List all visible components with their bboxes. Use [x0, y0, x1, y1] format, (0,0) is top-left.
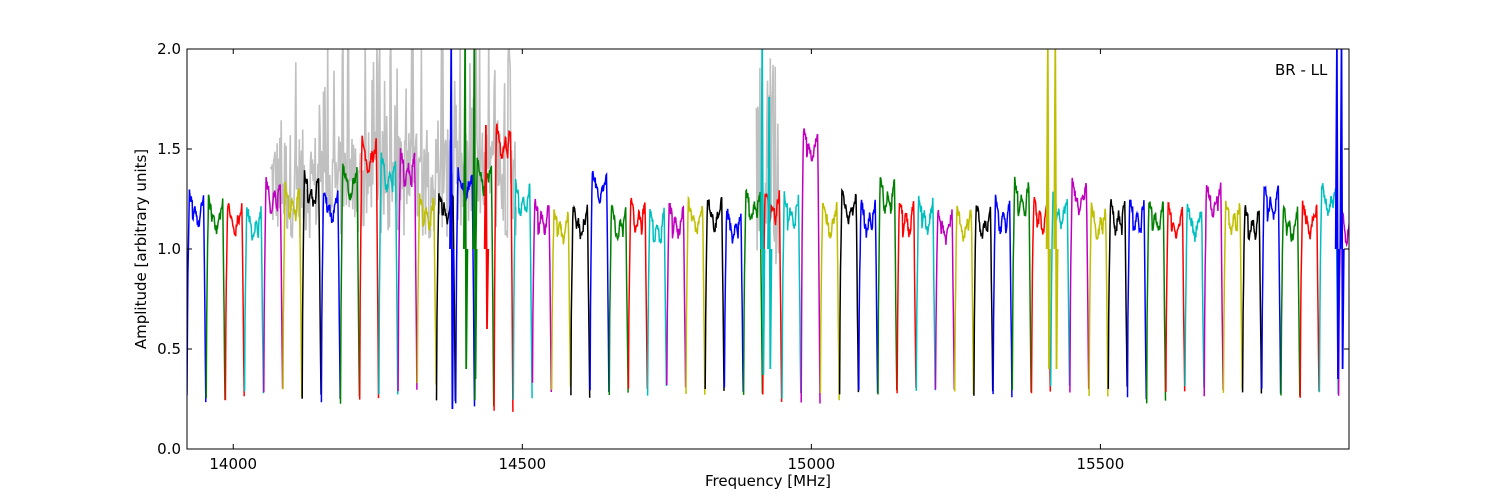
- x-axis-label: Frequency [MHz]: [705, 472, 831, 490]
- channel-series-32: [781, 191, 802, 399]
- spike-6: [767, 96, 773, 370]
- channel-series-12: [397, 148, 418, 392]
- channel-series-28: [704, 196, 725, 391]
- x-tick-label: 15500: [1077, 455, 1125, 473]
- channel-series-57: [1261, 185, 1282, 394]
- channel-series-48: [1088, 202, 1109, 397]
- channel-series-44: [1011, 176, 1032, 392]
- channel-series-19: [531, 198, 553, 393]
- channel-series-31: [762, 190, 783, 402]
- channel-series-7: [301, 170, 322, 399]
- channel-series-10: [358, 135, 380, 400]
- channel-series-34: [819, 201, 840, 401]
- tick-layer: 14000 14500 15000 15500 0.0 0.5 1.0 1.5 2.0: [157, 40, 1349, 473]
- spike-4: [483, 124, 490, 330]
- channel-series-11: [378, 152, 399, 395]
- plot-annotation: BR - LL: [1275, 61, 1328, 79]
- channel-series-47: [1069, 177, 1090, 393]
- y-tick-label: 1.0: [157, 240, 181, 258]
- channel-series-56: [1241, 205, 1263, 394]
- channel-series-39: [915, 195, 936, 391]
- channel-series-13: [416, 193, 437, 385]
- background-noise-series-2: [755, 58, 780, 265]
- channel-series-42: [973, 205, 994, 396]
- channel-series-21: [570, 204, 591, 398]
- channel-series-24: [627, 197, 649, 389]
- channel-series-35: [838, 187, 860, 395]
- channel-series-59: [1299, 200, 1320, 398]
- spike-2: [463, 49, 469, 370]
- channel-series-4: [243, 206, 265, 394]
- channel-series-1: [187, 189, 207, 403]
- spike-7: [1045, 49, 1051, 370]
- y-tick-label: 0.5: [157, 340, 181, 358]
- channel-series-25: [646, 207, 668, 396]
- channel-series-49: [1107, 199, 1128, 389]
- channel-series-37: [877, 177, 898, 395]
- channel-series-16: [474, 157, 495, 407]
- channel-series-26: [666, 202, 687, 388]
- channel-series-23: [608, 204, 629, 396]
- channel-series-6: [282, 181, 303, 398]
- y-tick-label: 0.0: [157, 440, 181, 458]
- spike-8: [1053, 49, 1059, 370]
- channel-series-22: [589, 170, 610, 393]
- channel-series-60: [1318, 183, 1339, 395]
- channel-series-52: [1165, 201, 1186, 392]
- channel-series-17: [493, 123, 514, 412]
- channel-series-20: [550, 209, 572, 390]
- channel-series-2: [205, 194, 226, 401]
- y-axis-label: Amplitude [arbitrary units]: [132, 149, 150, 349]
- channel-series-8: [320, 190, 341, 403]
- channel-series-38: [896, 201, 917, 394]
- channel-series-40: [934, 209, 956, 390]
- channel-series-53: [1184, 203, 1205, 388]
- channel-series-27: [685, 195, 706, 395]
- spike-5: [760, 49, 766, 376]
- channel-series-36: [858, 199, 879, 394]
- spike-3: [472, 49, 478, 380]
- y-tick-label: 2.0: [157, 40, 181, 58]
- channel-series-30: [742, 188, 764, 395]
- spike-1: [449, 49, 455, 410]
- x-tick-label: 15000: [787, 455, 835, 473]
- channel-series-33: [800, 128, 821, 404]
- channel-series-5: [263, 177, 284, 393]
- channel-series-29: [723, 208, 744, 393]
- x-tick-label: 14000: [209, 455, 257, 473]
- channel-series-18: [512, 178, 533, 400]
- background-noise-series-1: [270, 49, 518, 239]
- spike-layer: [449, 49, 1345, 410]
- spike-10: [1339, 49, 1345, 370]
- channel-series-55: [1222, 200, 1243, 393]
- spike-9: [1334, 49, 1341, 380]
- x-tick-label: 14500: [498, 455, 546, 473]
- channel-series-54: [1203, 182, 1224, 397]
- channel-series-41: [953, 205, 975, 395]
- channel-series-9: [339, 163, 361, 404]
- y-tick-label: 1.5: [157, 140, 181, 158]
- channel-series-43: [992, 194, 1013, 398]
- channel-series-3: [224, 203, 245, 401]
- channel-series-58: [1280, 204, 1301, 397]
- channel-series-50: [1126, 199, 1148, 400]
- channel-series-51: [1145, 201, 1167, 404]
